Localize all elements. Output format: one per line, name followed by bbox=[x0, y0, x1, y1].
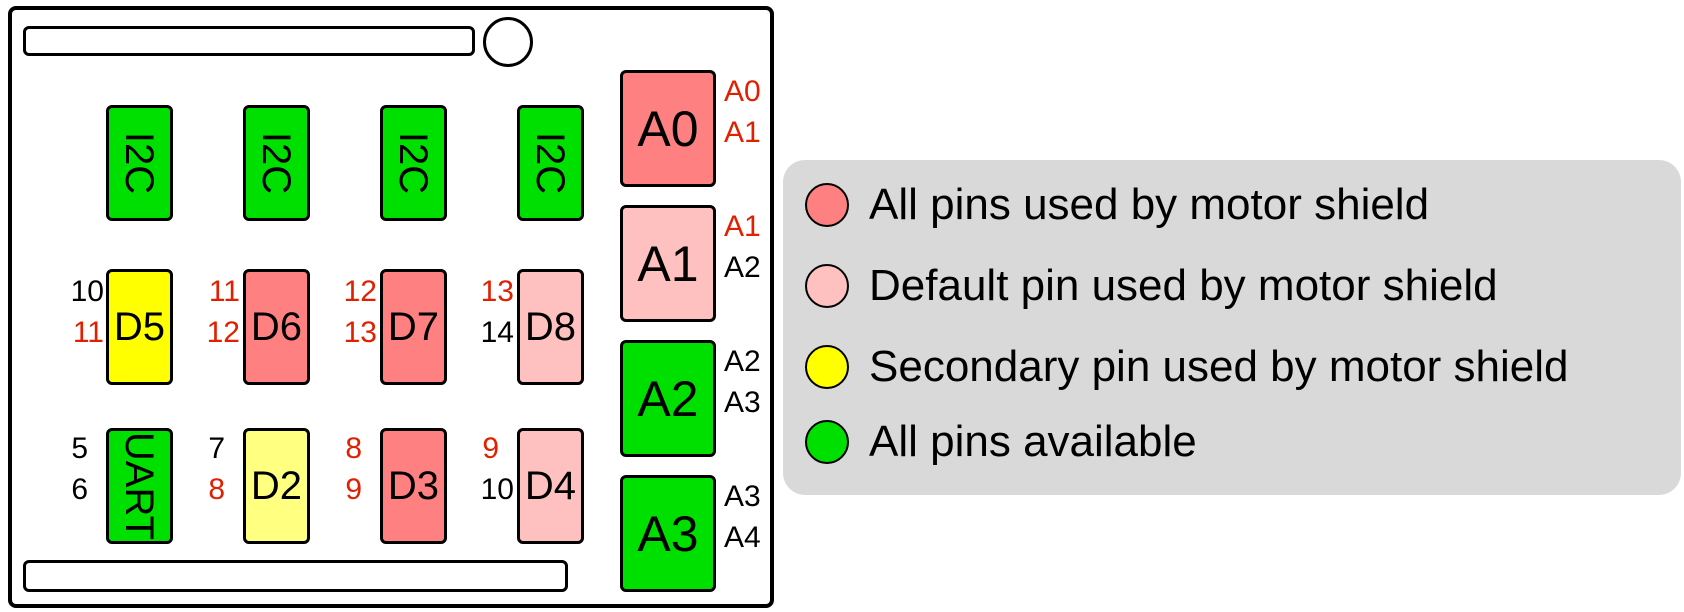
pin-label: 10 bbox=[480, 473, 514, 506]
connector-d4: D4 bbox=[517, 428, 584, 544]
i2c-connector-label: I2C bbox=[391, 131, 436, 195]
header-rail-top bbox=[23, 26, 475, 56]
pin-label: A0 bbox=[724, 75, 761, 108]
connector-d3: D3 bbox=[380, 428, 447, 544]
legend-label: All pins available bbox=[869, 417, 1197, 466]
legend-item-available: All pins available bbox=[805, 417, 1197, 467]
connector-d5: D5 bbox=[106, 269, 173, 385]
pin-label: 11 bbox=[72, 316, 104, 349]
pin-label: A2 bbox=[724, 251, 761, 284]
connector-label: D5 bbox=[113, 305, 166, 349]
pin-label: 5 bbox=[71, 432, 88, 465]
i2c-connector-3: I2C bbox=[380, 105, 447, 221]
connector-a2: A2 bbox=[620, 340, 716, 457]
connector-label: D2 bbox=[250, 464, 303, 508]
connector-a3: A3 bbox=[620, 475, 716, 592]
connector-label: A1 bbox=[637, 235, 699, 292]
green-swatch-icon bbox=[805, 420, 849, 464]
connector-label: D4 bbox=[524, 464, 577, 508]
connector-a0: A0 bbox=[620, 70, 716, 187]
pin-label: A4 bbox=[724, 521, 761, 554]
i2c-connector-4: I2C bbox=[517, 105, 584, 221]
legend-label: Secondary pin used by motor shield bbox=[869, 342, 1569, 391]
connector-label: A3 bbox=[637, 505, 699, 562]
pin-label: 8 bbox=[208, 473, 225, 506]
i2c-connector-2: I2C bbox=[243, 105, 310, 221]
mounting-hole bbox=[483, 17, 533, 67]
pin-label: 12 bbox=[343, 275, 377, 308]
pin-label: 10 bbox=[70, 275, 104, 308]
pin-label: A3 bbox=[724, 480, 761, 513]
pin-label: 13 bbox=[343, 316, 377, 349]
yellow-swatch-icon bbox=[805, 345, 849, 389]
connector-label: A2 bbox=[637, 370, 699, 427]
pin-label: A3 bbox=[724, 386, 761, 419]
connector-label: D3 bbox=[387, 464, 440, 508]
connector-label: UART bbox=[117, 431, 162, 541]
pin-label: A1 bbox=[724, 116, 761, 149]
connector-uart: UART bbox=[106, 428, 173, 544]
i2c-connector-label: I2C bbox=[528, 131, 573, 195]
connector-a1: A1 bbox=[620, 205, 716, 322]
legend-label: All pins used by motor shield bbox=[869, 180, 1430, 229]
pin-label: 14 bbox=[480, 316, 514, 349]
pin-label: 8 bbox=[345, 432, 362, 465]
legend-label: Default pin used by motor shield bbox=[869, 261, 1498, 310]
connector-d7: D7 bbox=[380, 269, 447, 385]
pin-label: 13 bbox=[480, 275, 514, 308]
legend-item-all-used: All pins used by motor shield bbox=[805, 180, 1429, 230]
pink-swatch-icon bbox=[805, 264, 849, 308]
pin-label: 6 bbox=[71, 473, 88, 506]
pin-label: 9 bbox=[482, 432, 499, 465]
connector-d8: D8 bbox=[517, 269, 584, 385]
connector-label: D6 bbox=[250, 305, 303, 349]
connector-label: A0 bbox=[637, 100, 699, 157]
i2c-connector-label: I2C bbox=[117, 131, 162, 195]
pin-label: 9 bbox=[345, 473, 362, 506]
i2c-connector-label: I2C bbox=[254, 131, 299, 195]
header-rail-bottom bbox=[23, 560, 568, 592]
legend-item-secondary-used: Secondary pin used by motor shield bbox=[805, 342, 1569, 392]
connector-label: D8 bbox=[524, 305, 577, 349]
pin-label: 11 bbox=[208, 275, 240, 308]
pin-label: 7 bbox=[208, 432, 225, 465]
connector-d2: D2 bbox=[243, 428, 310, 544]
pin-label: 12 bbox=[206, 316, 240, 349]
connector-label: D7 bbox=[387, 305, 440, 349]
pin-label: A2 bbox=[724, 345, 761, 378]
legend-item-default-used: Default pin used by motor shield bbox=[805, 261, 1498, 311]
red-swatch-icon bbox=[805, 183, 849, 227]
legend: All pins used by motor shield Default pi… bbox=[783, 160, 1681, 495]
i2c-connector-1: I2C bbox=[106, 105, 173, 221]
pin-label: A1 bbox=[724, 210, 761, 243]
connector-d6: D6 bbox=[243, 269, 310, 385]
